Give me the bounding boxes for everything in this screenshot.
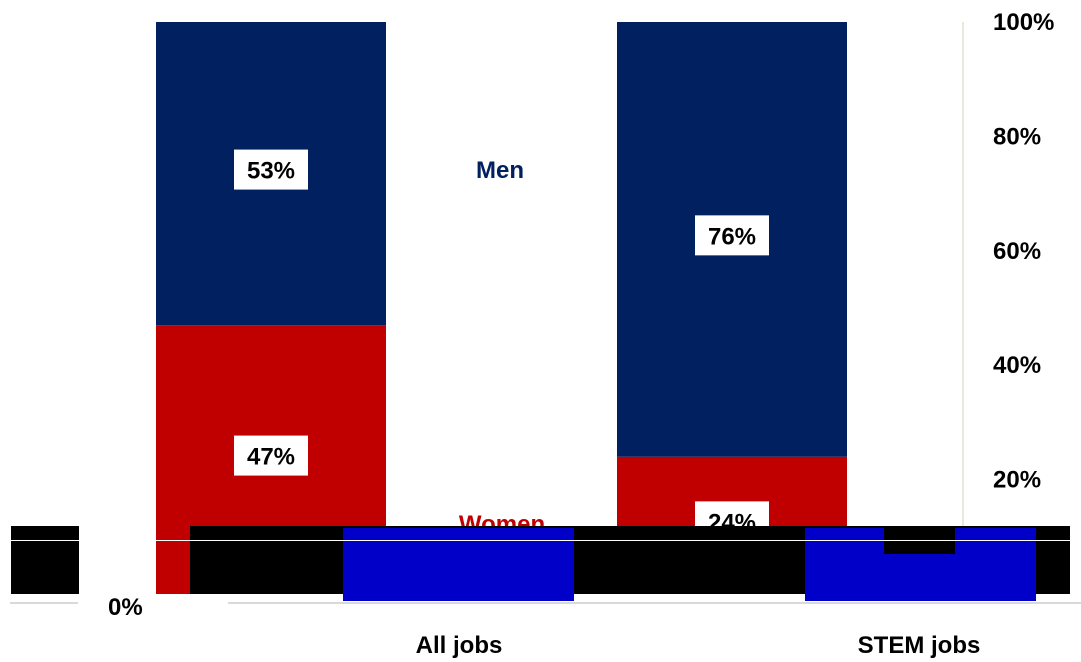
y-tick-label: 0% bbox=[108, 594, 143, 621]
y-tick-label: 60% bbox=[993, 238, 1041, 265]
bar-group: 47%53%24%76% bbox=[156, 22, 847, 594]
y-tick-labels: 0% 20% 40% 60% 80% 100% bbox=[108, 9, 1054, 621]
data-label-men-stem-jobs: 76% bbox=[708, 223, 756, 250]
data-label-box-men-stem-jobs bbox=[695, 215, 769, 256]
artifact-block-left bbox=[343, 528, 574, 601]
x-category-label: STEM jobs bbox=[858, 632, 981, 659]
data-label-box-men-all-jobs bbox=[234, 149, 308, 190]
data-label-women-all-jobs: 47% bbox=[247, 444, 295, 471]
artifact-band-left bbox=[11, 526, 79, 594]
data-label-men-all-jobs: 53% bbox=[247, 158, 295, 185]
y-tick-label: 40% bbox=[993, 352, 1041, 379]
category-labels: All jobs STEM jobs bbox=[416, 632, 981, 659]
artifact-notch bbox=[884, 528, 955, 554]
data-label-box-women-all-jobs bbox=[234, 435, 308, 476]
x-category-label: All jobs bbox=[416, 632, 503, 659]
series-label-men: Men bbox=[476, 157, 524, 184]
y-tick-label: 20% bbox=[993, 467, 1041, 494]
y-tick-label: 100% bbox=[993, 9, 1054, 36]
artifact-line bbox=[11, 540, 1071, 541]
y-tick-label: 80% bbox=[993, 123, 1041, 150]
